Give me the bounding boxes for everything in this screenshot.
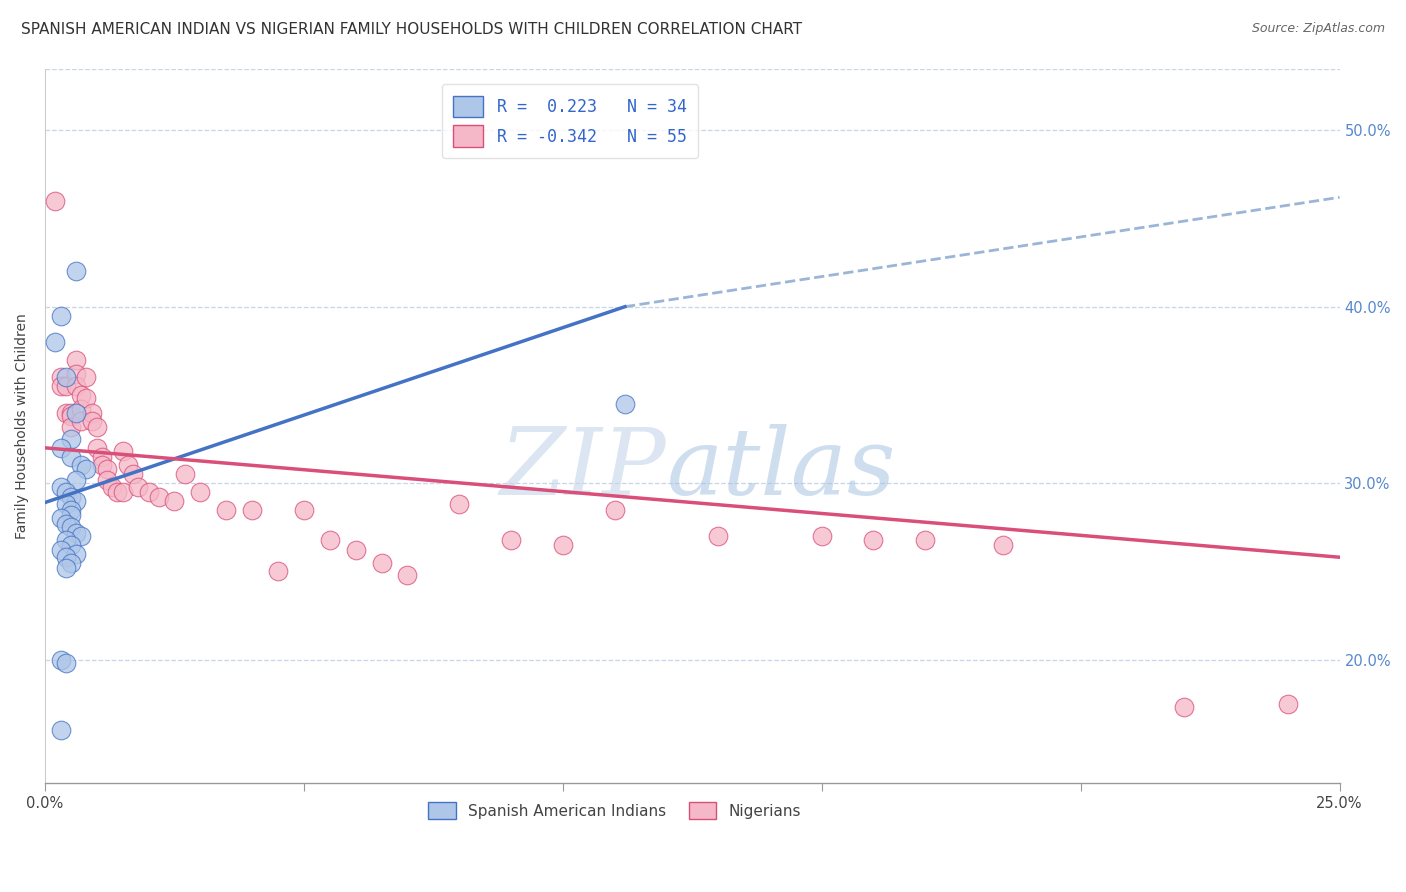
Point	[90, 458, 112, 473]
Point	[55, 550, 77, 565]
Point	[59, 502, 82, 516]
Point	[49, 370, 72, 384]
Point	[49, 652, 72, 666]
Point	[59, 405, 82, 419]
Point	[75, 370, 97, 384]
Point	[65, 379, 87, 393]
Point	[707, 529, 730, 543]
Point	[55, 561, 77, 575]
Point	[188, 485, 211, 500]
Text: SPANISH AMERICAN INDIAN VS NIGERIAN FAMILY HOUSEHOLDS WITH CHILDREN CORRELATION : SPANISH AMERICAN INDIAN VS NIGERIAN FAMI…	[21, 22, 803, 37]
Point	[86, 419, 108, 434]
Point	[80, 414, 103, 428]
Point	[49, 543, 72, 558]
Point	[65, 264, 87, 278]
Point	[49, 511, 72, 525]
Point	[59, 538, 82, 552]
Point	[138, 485, 160, 500]
Point	[396, 567, 419, 582]
Point	[65, 352, 87, 367]
Point	[75, 392, 97, 406]
Text: Source: ZipAtlas.com: Source: ZipAtlas.com	[1251, 22, 1385, 36]
Point	[449, 497, 471, 511]
Point	[111, 444, 134, 458]
Point	[163, 493, 186, 508]
Point	[551, 538, 574, 552]
Point	[59, 490, 82, 504]
Point	[59, 419, 82, 434]
Point	[319, 533, 342, 547]
Point	[65, 547, 87, 561]
Point	[991, 538, 1014, 552]
Point	[215, 502, 238, 516]
Text: atlas: atlas	[666, 424, 896, 514]
Point	[101, 480, 124, 494]
Point	[810, 529, 832, 543]
Point	[59, 450, 82, 464]
Point	[613, 397, 636, 411]
Point	[370, 556, 392, 570]
Point	[44, 194, 66, 208]
Point	[148, 490, 170, 504]
Point	[55, 516, 77, 531]
Point	[55, 533, 77, 547]
Point	[90, 450, 112, 464]
Point	[55, 405, 77, 419]
Point	[173, 467, 195, 482]
Point	[55, 370, 77, 384]
Point	[1173, 700, 1195, 714]
Point	[65, 405, 87, 419]
Point	[96, 473, 118, 487]
Point	[122, 467, 145, 482]
Point	[70, 414, 93, 428]
Point	[603, 502, 626, 516]
Point	[55, 497, 77, 511]
Point	[862, 533, 884, 547]
Point	[86, 441, 108, 455]
Point	[59, 508, 82, 522]
Point	[127, 480, 149, 494]
Point	[499, 533, 522, 547]
Point	[75, 462, 97, 476]
Point	[59, 409, 82, 423]
Point	[914, 533, 936, 547]
Text: ZIP: ZIP	[499, 424, 666, 514]
Point	[80, 405, 103, 419]
Point	[44, 334, 66, 349]
Point	[65, 525, 87, 540]
Point	[107, 485, 129, 500]
Point	[55, 379, 77, 393]
Legend: Spanish American Indians, Nigerians: Spanish American Indians, Nigerians	[422, 796, 807, 825]
Point	[65, 493, 87, 508]
Point	[49, 723, 72, 738]
Point	[117, 458, 139, 473]
Point	[1277, 697, 1299, 711]
Point	[55, 656, 77, 670]
Point	[59, 520, 82, 534]
Point	[65, 473, 87, 487]
Point	[240, 502, 263, 516]
Point	[70, 529, 93, 543]
Point	[344, 543, 367, 558]
Point	[65, 367, 87, 381]
Point	[59, 432, 82, 446]
Point	[49, 480, 72, 494]
Y-axis label: Family Households with Children: Family Households with Children	[15, 313, 30, 539]
Point	[96, 462, 118, 476]
Point	[111, 485, 134, 500]
Point	[292, 502, 315, 516]
Point	[70, 388, 93, 402]
Point	[70, 402, 93, 417]
Point	[267, 565, 290, 579]
Point	[59, 556, 82, 570]
Point	[70, 458, 93, 473]
Point	[49, 309, 72, 323]
Point	[55, 485, 77, 500]
Point	[49, 441, 72, 455]
Point	[49, 379, 72, 393]
